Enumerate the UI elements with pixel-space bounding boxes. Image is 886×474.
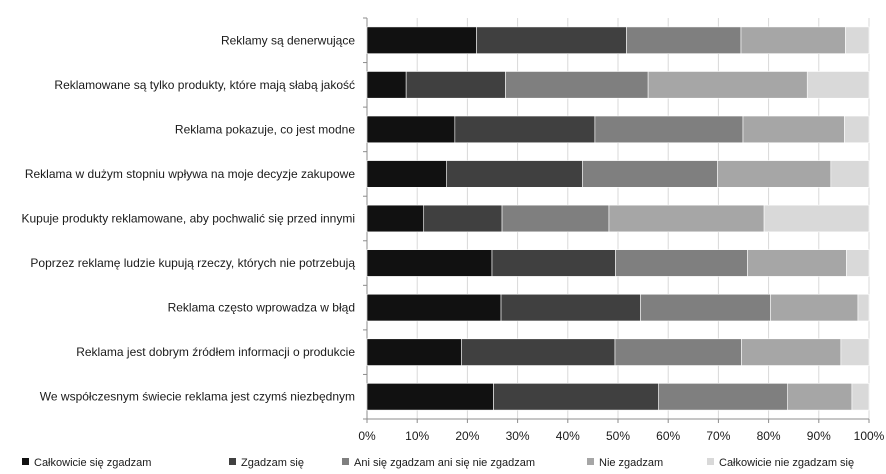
bar-row4-series3: [608, 204, 765, 233]
bar-row2-series2: [594, 115, 744, 144]
bar-row7-series0: [366, 338, 462, 366]
x-tick-label-3: 30%: [506, 429, 530, 443]
bar-row8-series1: [493, 383, 659, 411]
bar-row1-series3: [647, 71, 808, 99]
legend-swatch-1: [229, 458, 236, 465]
category-label-8: We współczesnym świecie reklama jest czy…: [40, 390, 355, 404]
bar-row2-series4: [844, 115, 870, 144]
bar-row6-series4: [857, 293, 870, 322]
bars: [366, 26, 870, 411]
legend-label-1: Zgadzam się: [241, 457, 304, 469]
x-tick-label-0: 0%: [358, 429, 376, 443]
category-label-7: Reklama jest dobrym źródłem informacji o…: [76, 345, 355, 359]
legend-swatch-4: [707, 458, 714, 465]
bar-row8-series2: [658, 383, 788, 411]
x-tick-label-5: 50%: [606, 429, 630, 443]
bar-row1-series0: [366, 71, 407, 99]
bar-row2-series1: [454, 115, 596, 144]
x-tick-label-8: 80%: [757, 429, 781, 443]
legend-label-3: Nie zgadzam: [599, 457, 663, 469]
category-label-3: Reklama w dużym stopniu wpływa na moje d…: [25, 167, 355, 181]
bar-row3-series0: [366, 160, 447, 188]
legend-swatch-3: [587, 458, 594, 465]
bar-row4-series0: [366, 204, 425, 233]
legend-swatch-2: [342, 458, 349, 465]
legend-label-2: Ani się zgadzam ani się nie zgadzam: [354, 457, 535, 469]
x-tick-labels: 0% 10% 20% 30% 40% 50% 60% 70% 80% 90% 100%: [358, 429, 884, 443]
bar-row3-series2: [582, 160, 718, 188]
category-label-6: Reklama często wprowadza w błąd: [168, 301, 355, 315]
bar-row0-series0: [366, 26, 477, 54]
bar-row3-series1: [446, 160, 583, 188]
bar-row1-series2: [505, 71, 649, 99]
bar-row0-series3: [740, 26, 846, 54]
legend-label-4: Całkowicie nie zgadzam się: [719, 457, 854, 469]
bar-row7-series3: [741, 338, 842, 366]
bar-row5-series3: [747, 249, 847, 277]
bar-row0-series2: [626, 26, 742, 54]
category-label-2: Reklama pokazuje, co jest modne: [175, 122, 355, 136]
bar-row8-series3: [787, 383, 853, 411]
x-tick-label-7: 70%: [706, 429, 730, 443]
category-labels: Reklamy są denerwujące Reklamowane są tyl…: [21, 33, 355, 403]
category-label-0: Reklamy są denerwujące: [221, 33, 355, 47]
bar-row6-series3: [770, 293, 859, 322]
x-tick-label-10: 100%: [854, 429, 885, 443]
bar-row5-series2: [615, 249, 748, 277]
bar-row7-series1: [461, 338, 616, 366]
category-label-5: Poprzez reklamę ludzie kupują rzeczy, kt…: [30, 256, 355, 270]
bar-row0-series4: [845, 26, 870, 54]
bar-row6-series1: [500, 293, 641, 322]
bar-row4-series4: [763, 204, 870, 233]
category-label-4: Kupuje produkty reklamowane, aby pochwal…: [21, 212, 355, 226]
bar-row4-series1: [423, 204, 503, 233]
legend: Całkowicie się zgadzam Zgadzam się Ani się…: [22, 457, 854, 469]
bar-row4-series2: [501, 204, 610, 233]
bar-row1-series4: [806, 71, 870, 99]
bar-row5-series4: [846, 249, 870, 277]
legend-swatch-0: [22, 458, 29, 465]
x-tick-label-1: 10%: [405, 429, 429, 443]
bar-row3-series3: [717, 160, 832, 188]
bar-row5-series1: [491, 249, 616, 277]
bar-row5-series0: [366, 249, 493, 277]
x-tick-label-2: 20%: [455, 429, 479, 443]
bar-row2-series0: [366, 115, 456, 144]
category-label-1: Reklamowane są tylko produkty, które maj…: [54, 78, 355, 92]
bar-row8-series4: [851, 383, 870, 411]
bar-row3-series4: [830, 160, 870, 188]
bar-row8-series0: [366, 383, 494, 411]
bar-row1-series1: [405, 71, 506, 99]
legend-label-0: Całkowicie się zgadzam: [34, 457, 151, 469]
x-tick-label-9: 90%: [807, 429, 831, 443]
bar-row7-series4: [840, 338, 870, 366]
bar-row6-series2: [640, 293, 771, 322]
bar-row7-series2: [614, 338, 742, 366]
bar-row0-series1: [476, 26, 627, 54]
bar-row2-series3: [742, 115, 845, 144]
x-tick-label-6: 60%: [656, 429, 680, 443]
bar-row6-series0: [366, 293, 502, 322]
x-tick-label-4: 40%: [556, 429, 580, 443]
